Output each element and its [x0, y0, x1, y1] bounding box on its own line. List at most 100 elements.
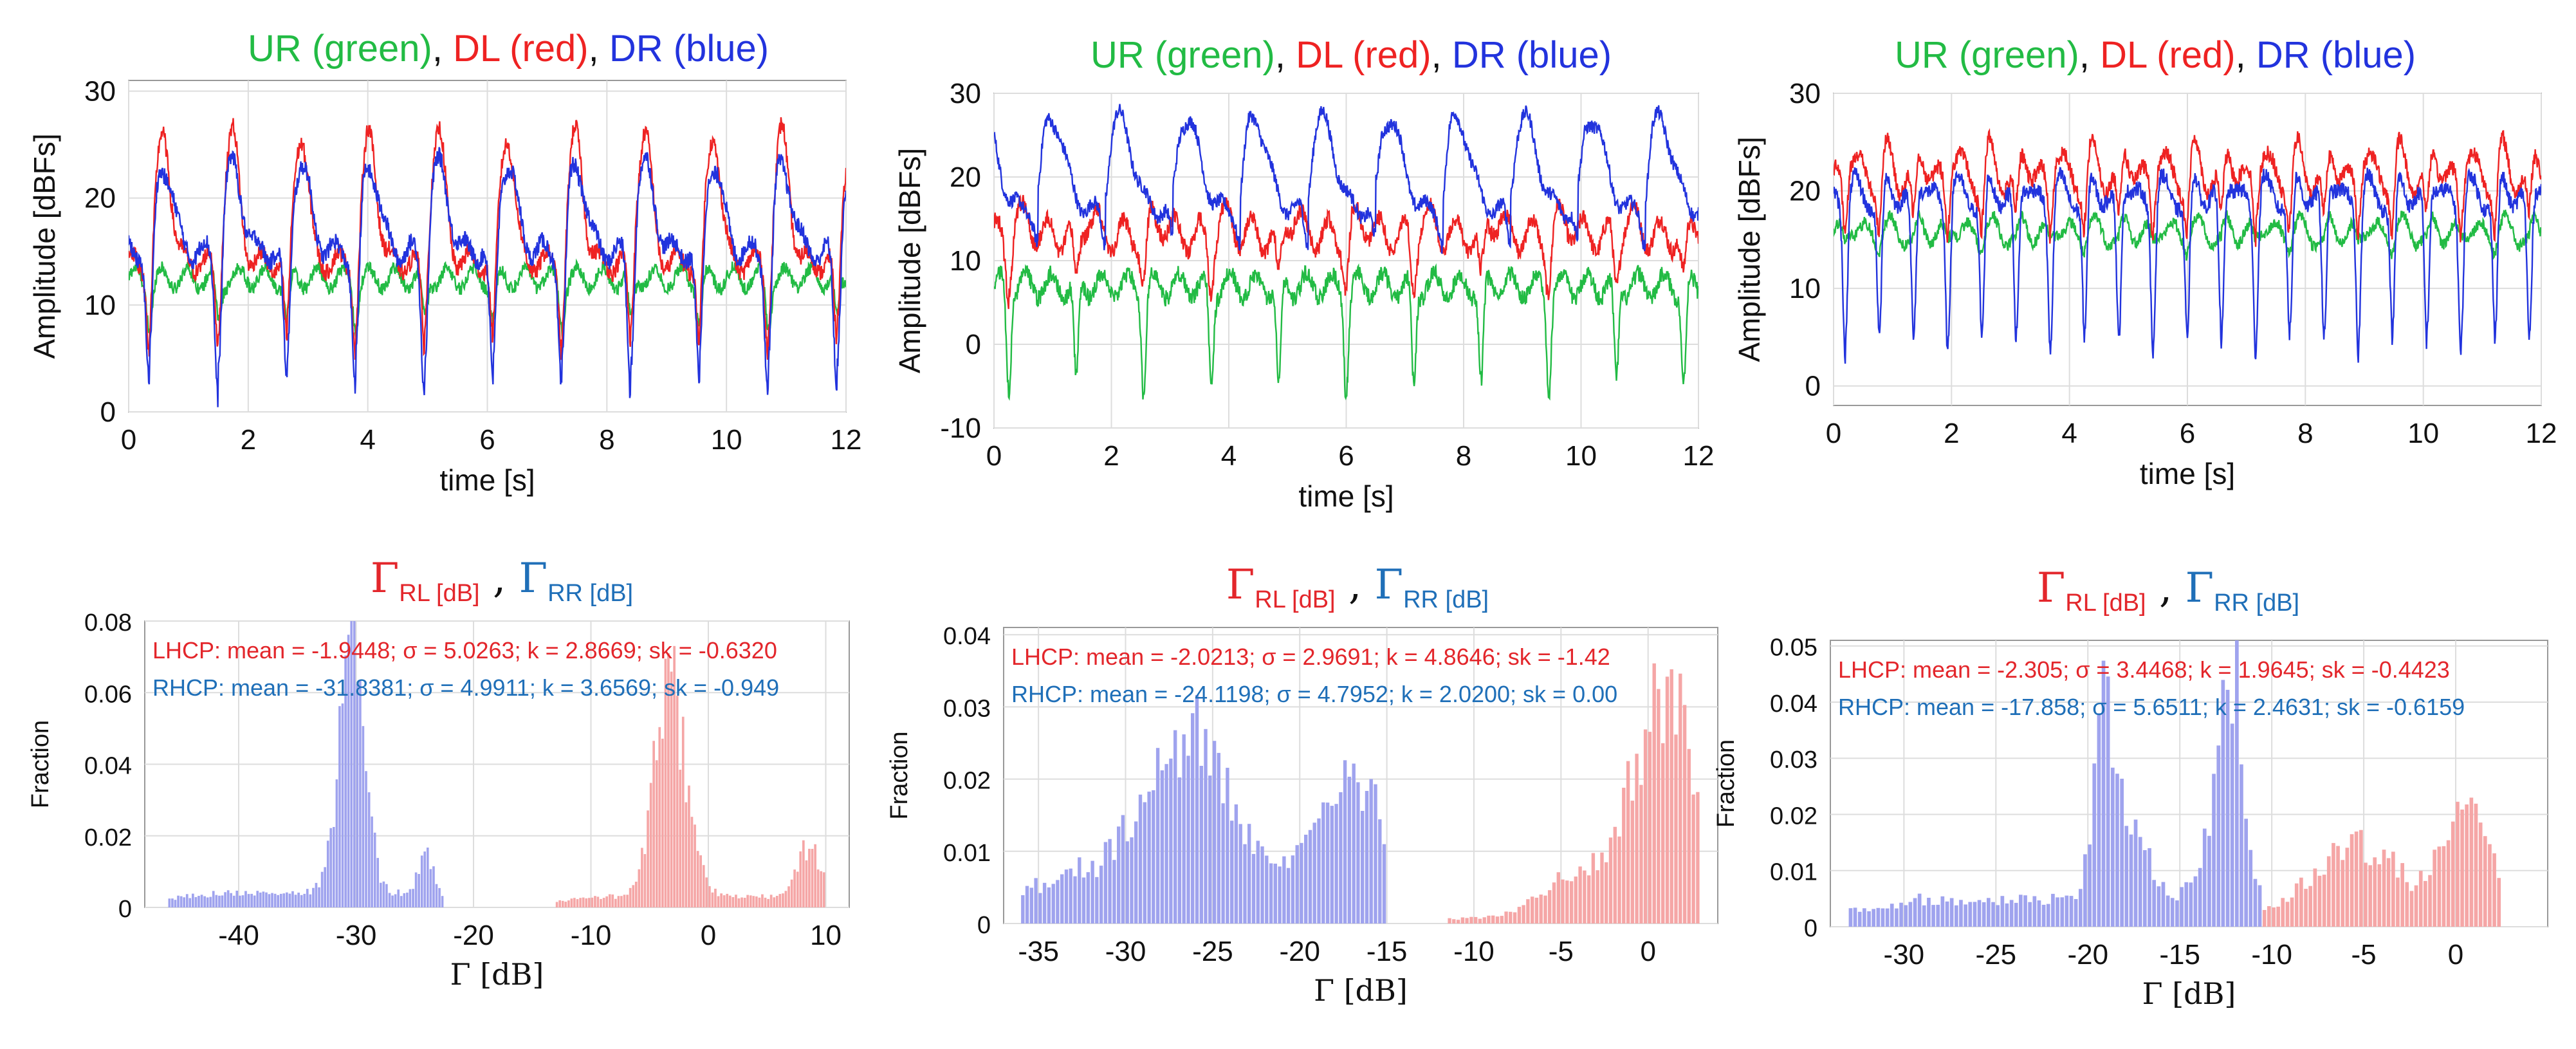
histogram-bar-lhcp — [1613, 826, 1617, 924]
histogram-bar-rhcp — [1881, 908, 1885, 927]
histogram-bar-lhcp — [2396, 877, 2400, 927]
histogram-bar-rhcp — [359, 680, 362, 907]
histogram-bar-rhcp — [1112, 860, 1116, 924]
histogram-bar-lhcp — [1643, 729, 1648, 924]
histogram-bar-rhcp — [189, 898, 192, 907]
histogram-bar-lhcp — [790, 879, 793, 907]
x-tick-label: 10 — [1565, 440, 1597, 472]
histogram-bar-rhcp — [1147, 792, 1151, 924]
histogram-bar-lhcp — [661, 738, 664, 907]
histogram-bar-rhcp — [1282, 856, 1286, 924]
histogram-bar-lhcp — [2446, 840, 2451, 927]
histogram-bar-lhcp — [820, 871, 823, 907]
histogram-bar-rhcp — [423, 851, 426, 907]
histogram-bar-lhcp — [681, 716, 685, 907]
histogram-bar-rhcp — [400, 896, 403, 907]
x-tick-label: -5 — [1549, 936, 1574, 967]
histogram-bar-rhcp — [2193, 876, 2198, 927]
histogram-bar-lhcp — [1587, 875, 1591, 924]
histogram-bar-lhcp — [2405, 882, 2409, 927]
histogram-bar-lhcp — [735, 895, 737, 907]
histogram-bar-rhcp — [259, 892, 262, 907]
histogram-bar-lhcp — [2488, 844, 2492, 927]
histogram-bar-lhcp — [758, 897, 761, 907]
x-tick-label: -15 — [1366, 936, 1408, 967]
histogram-bar-rhcp — [218, 895, 221, 907]
histogram-bar-lhcp — [1548, 890, 1552, 924]
x-tick-label: 0 — [121, 424, 136, 456]
histogram-bar-lhcp — [564, 902, 567, 907]
x-axis-unit: [dB] — [1344, 973, 1408, 1008]
y-tick-label: 0 — [1805, 371, 1821, 402]
x-axis-label: Γ [dB] — [1314, 973, 1408, 1008]
histogram-bar-lhcp — [726, 893, 729, 907]
histogram-bar-lhcp — [2418, 871, 2423, 927]
y-axis-label: Fraction — [1713, 739, 1740, 828]
series-line-dr — [129, 147, 846, 407]
x-tick-label: 12 — [831, 424, 862, 456]
histogram-bar-rhcp — [1099, 866, 1103, 924]
histogram-bar-lhcp — [664, 658, 667, 907]
histogram-bar-rhcp — [1069, 868, 1072, 924]
x-tick-label: 0 — [2448, 939, 2463, 970]
histogram-bar-rhcp — [1308, 830, 1312, 924]
histogram-bar-lhcp — [2469, 797, 2474, 927]
histogram-bar-rhcp — [2216, 745, 2221, 927]
histogram-bar-rhcp — [168, 898, 171, 907]
histogram-bar-rhcp — [183, 897, 185, 907]
histogram-bar-rhcp — [1155, 748, 1160, 924]
histogram-bar-rhcp — [418, 874, 420, 907]
title-part-2: , — [1275, 34, 1296, 76]
histogram-bar-rhcp — [2221, 680, 2225, 927]
histogram-bar-rhcp — [1042, 882, 1047, 924]
histogram-bar-rhcp — [279, 893, 282, 907]
histogram-bar-rhcp — [420, 855, 423, 907]
histogram-bar-rhcp — [2032, 896, 2037, 927]
histogram-bar-rhcp — [1872, 909, 1875, 927]
y-tick-label: 0.04 — [943, 623, 991, 650]
histogram-bar-rhcp — [2074, 899, 2078, 927]
histogram-bar-lhcp — [1452, 919, 1456, 924]
histogram-bar-rhcp — [212, 891, 215, 907]
histogram-bar-lhcp — [702, 865, 705, 907]
histogram-bar-rhcp — [2056, 897, 2059, 927]
histogram-bar-rhcp — [2079, 889, 2083, 927]
x-tick-label: 4 — [360, 424, 375, 456]
histogram-bar-lhcp — [2424, 880, 2427, 927]
histogram-bar-rhcp — [315, 882, 318, 907]
histogram-bar-lhcp — [2465, 804, 2469, 927]
histogram-bar-lhcp — [1591, 853, 1596, 924]
histogram-bar-rhcp — [1199, 766, 1203, 924]
histogram-bar-rhcp — [318, 887, 320, 907]
histogram-bar-rhcp — [226, 890, 230, 907]
histogram-bar-rhcp — [1138, 794, 1143, 924]
histogram-bar-lhcp — [567, 900, 570, 907]
histogram-bar-lhcp — [1513, 912, 1517, 924]
histogram-bar-lhcp — [643, 854, 647, 907]
histogram-bar-lhcp — [1526, 899, 1530, 924]
histogram-bar-lhcp — [2474, 803, 2478, 927]
histogram-bar-rhcp — [2041, 904, 2046, 927]
y-tick-label: 30 — [950, 78, 981, 109]
histogram-bar-rhcp — [244, 891, 247, 907]
histogram-bar-rhcp — [256, 891, 259, 907]
y-tick-label: 20 — [84, 183, 116, 214]
stats-lhcp: LHCP: mean = -2.305; σ = 3.4468; k = 1.9… — [1838, 656, 2450, 683]
histogram-bar-lhcp — [626, 895, 629, 907]
histogram-bar-lhcp — [629, 887, 632, 907]
histogram-bar-lhcp — [2497, 878, 2501, 927]
x-tick-label: -10 — [1453, 936, 1495, 967]
histogram-bar-rhcp — [1857, 911, 1862, 927]
histogram-bar-lhcp — [2290, 897, 2294, 927]
histogram-bar-lhcp — [623, 895, 626, 907]
histogram-bar-rhcp — [1173, 730, 1177, 924]
histogram-bar-rhcp — [303, 893, 306, 907]
x-tick-label: -30 — [1105, 936, 1146, 967]
histogram-bar-lhcp — [1474, 916, 1478, 924]
histogram-bar-rhcp — [235, 891, 239, 907]
x-tick-label: 12 — [2526, 418, 2557, 449]
y-tick-label: 0.01 — [943, 840, 991, 867]
histogram-bar-rhcp — [215, 895, 218, 907]
gamma-symbol-rl: Γ — [371, 555, 399, 602]
histogram-bar-rhcp — [362, 726, 365, 907]
